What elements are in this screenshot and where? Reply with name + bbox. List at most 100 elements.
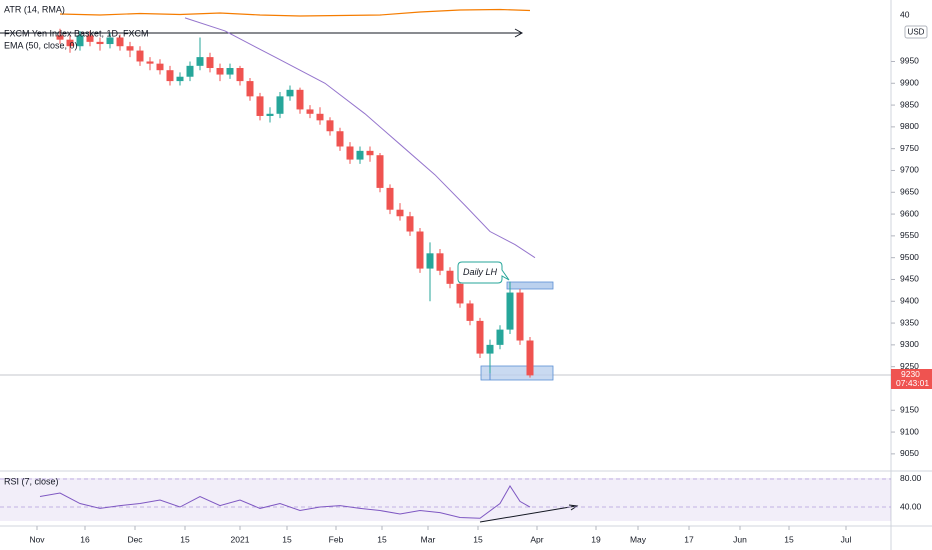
atr-tick-label: 40 <box>900 9 910 19</box>
candle-body <box>266 113 274 116</box>
candle-body <box>146 61 154 64</box>
candle-body <box>326 120 334 132</box>
candle-body <box>476 320 484 354</box>
support-zone <box>480 365 554 381</box>
y-tick-label: 9600 <box>900 208 919 218</box>
y-tick-label: 9250 <box>900 361 919 371</box>
candle-body <box>246 81 254 97</box>
candle-body <box>386 187 394 210</box>
candle-body <box>236 68 244 82</box>
candle-body <box>106 37 114 45</box>
candle-body <box>56 35 64 40</box>
x-tick-label: 16 <box>80 534 90 544</box>
candle-body <box>346 146 354 160</box>
callout-text: Daily LH <box>463 267 498 277</box>
candle-body <box>156 63 164 71</box>
y-tick-label: 9300 <box>900 339 919 349</box>
candle-body <box>66 39 74 47</box>
ema-legend: EMA (50, close, 0) <box>4 40 78 50</box>
candle-body <box>416 231 424 269</box>
price-tag <box>891 369 932 389</box>
candle-body <box>496 329 504 345</box>
y-tick-label: 9650 <box>900 187 919 197</box>
candle-body <box>396 209 404 217</box>
x-tick-label: 15 <box>784 534 794 544</box>
x-tick-label: Feb <box>329 534 344 544</box>
rsi-legend: RSI (7, close) <box>4 476 59 486</box>
candle-body <box>76 35 84 47</box>
candle-body <box>446 270 454 284</box>
atr-line <box>59 8 531 17</box>
y-tick-label: 9150 <box>900 405 919 415</box>
arrow-head <box>514 28 524 38</box>
candle-body <box>506 292 514 330</box>
candle-body <box>516 292 524 341</box>
candle-body <box>356 150 364 160</box>
y-tick-label: 9350 <box>900 317 919 327</box>
candle-body <box>456 283 464 304</box>
symbol-legend: FXCM Yen Index Basket, 1D, FXCM <box>4 28 149 38</box>
arrow-head <box>568 504 579 511</box>
candle-body <box>126 46 134 51</box>
y-tick-label: 9700 <box>900 165 919 175</box>
candle-body <box>486 344 494 354</box>
y-tick-label: 9450 <box>900 274 919 284</box>
candle-body <box>196 57 204 66</box>
y-tick-label: 9550 <box>900 230 919 240</box>
ema-line <box>184 17 536 259</box>
candle-body <box>206 57 214 69</box>
candle-body <box>296 89 304 110</box>
callout-box <box>457 261 510 284</box>
rsi-tick-label: 40.00 <box>900 501 922 511</box>
y-tick-label: 9800 <box>900 121 919 131</box>
rsi-band <box>0 478 891 521</box>
y-tick-label: 9950 <box>900 56 919 66</box>
y-tick-label: 9400 <box>900 296 919 306</box>
candle-body <box>136 50 144 62</box>
x-tick-label: Jul <box>841 534 852 544</box>
candle-body <box>426 253 434 269</box>
candle-body <box>276 96 284 114</box>
candle-body <box>256 96 264 116</box>
x-tick-label: 19 <box>591 534 601 544</box>
candle-body <box>366 150 374 156</box>
rsi-trend-line <box>479 505 577 523</box>
x-tick-label: Jun <box>733 534 747 544</box>
last-price: 9230 <box>901 369 920 379</box>
candle-body <box>336 131 344 147</box>
countdown: 07:43:01 <box>896 378 929 388</box>
candle-body <box>376 155 384 188</box>
y-tick-label: 9500 <box>900 252 919 262</box>
x-tick-label: 15 <box>377 534 387 544</box>
y-tick-label: 9100 <box>900 426 919 436</box>
x-tick-label: Mar <box>421 534 436 544</box>
candle-body <box>406 216 414 232</box>
candle-body <box>436 253 444 271</box>
x-tick-label: 2021 <box>231 534 250 544</box>
resistance-zone <box>506 281 554 290</box>
candle-body <box>316 113 324 121</box>
x-tick-label: 17 <box>684 534 694 544</box>
candle-body <box>306 109 314 114</box>
currency-box <box>904 25 928 39</box>
candle-body <box>466 303 474 321</box>
candle-body <box>226 68 234 75</box>
x-tick-label: May <box>630 534 647 544</box>
currency: USD <box>908 28 925 37</box>
candle-body <box>216 68 224 75</box>
candle-body <box>116 37 124 47</box>
x-tick-label: Nov <box>29 534 45 544</box>
candle-body <box>176 76 184 82</box>
candle-body <box>526 340 534 376</box>
x-tick-label: Apr <box>530 534 543 544</box>
y-tick-label: 9750 <box>900 143 919 153</box>
x-tick-label: 15 <box>282 534 292 544</box>
x-tick-label: Dec <box>127 534 143 544</box>
x-tick-label: 15 <box>180 534 190 544</box>
candle-body <box>186 65 194 77</box>
y-tick-label: 9850 <box>900 99 919 109</box>
atr-legend: ATR (14, RMA) <box>4 4 65 14</box>
candle-body <box>96 41 104 45</box>
y-tick-label: 9900 <box>900 78 919 88</box>
